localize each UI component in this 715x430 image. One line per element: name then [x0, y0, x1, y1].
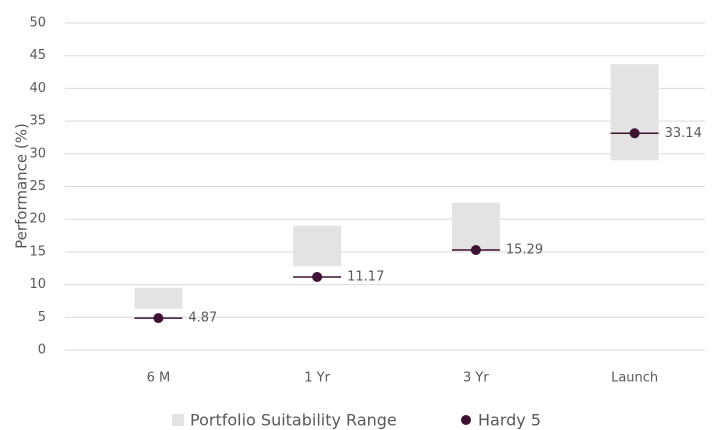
data-label: 11.17: [347, 269, 384, 284]
range-bar: [610, 64, 659, 161]
y-tick-label: 40: [29, 81, 46, 96]
y-tick-label: 50: [29, 16, 46, 31]
data-label: 4.87: [188, 311, 217, 326]
y-tick-label: 30: [29, 146, 46, 161]
legend-swatch: [172, 414, 184, 426]
dot: [312, 271, 323, 282]
range-bar: [451, 202, 500, 250]
data-label: 33.14: [665, 126, 702, 141]
legend-marker: [461, 415, 471, 425]
legend-label: Portfolio Suitability Range: [190, 411, 397, 430]
dot: [153, 313, 164, 324]
y-tick-label: 0: [38, 343, 46, 358]
y-tick-label: 35: [29, 114, 46, 129]
legend-label: Hardy 5: [478, 411, 541, 430]
x-tick-label: Launch: [611, 371, 658, 386]
data-label: 15.29: [506, 243, 543, 258]
y-tick-label: 45: [29, 48, 46, 63]
range-bar: [134, 287, 183, 309]
y-axis-title: Performance (%): [13, 123, 31, 249]
x-tick-label: 1 Yr: [304, 371, 330, 386]
y-tick-label: 15: [29, 244, 46, 259]
x-tick-label: 6 M: [147, 371, 171, 386]
x-tick-label: 3 Yr: [463, 371, 489, 386]
dot: [470, 245, 481, 256]
y-tick-label: 10: [29, 277, 46, 292]
y-tick-label: 5: [38, 310, 46, 325]
range-bar: [293, 225, 342, 267]
y-tick-label: 25: [29, 179, 46, 194]
y-tick-label: 20: [29, 212, 46, 227]
dot: [629, 128, 640, 139]
